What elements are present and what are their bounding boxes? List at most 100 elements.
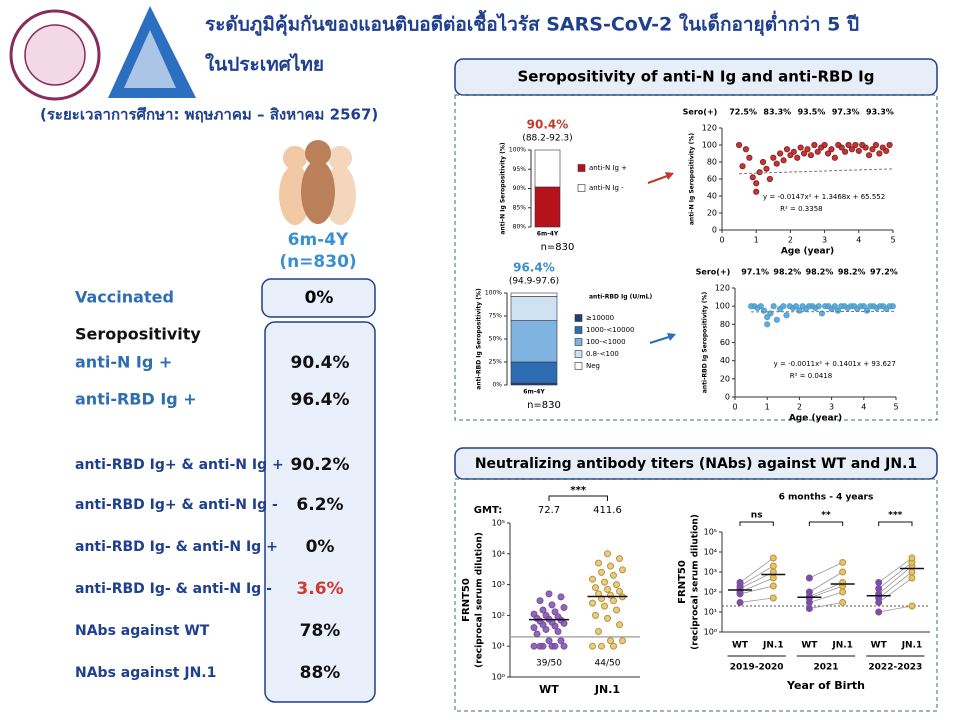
data-point — [601, 578, 608, 586]
panel-title: Neutralizing antibody titers (NAbs) agai… — [475, 456, 917, 472]
data-point — [839, 568, 847, 576]
y-axis-label: FRNT50 — [461, 578, 472, 622]
vaccinated-value: 0% — [305, 288, 334, 308]
fit-label: y = -0.0011x² + 0.1401x + 93.627 — [774, 360, 896, 368]
data-point — [869, 146, 876, 153]
y-tick-label: 100 — [715, 302, 730, 311]
sero-value: 97.1% — [741, 268, 769, 277]
x-tick-label: WT — [732, 641, 749, 651]
logo-triangle-inner — [124, 30, 176, 88]
data-point — [814, 148, 821, 155]
data-point — [815, 303, 822, 310]
data-point — [595, 559, 602, 567]
data-point — [831, 154, 838, 161]
data-point — [616, 555, 623, 563]
row-label: anti-RBD Ig+ & anti-N Ig - — [75, 497, 278, 513]
legend-swatch — [574, 362, 583, 370]
y-tick-label: 80 — [720, 320, 730, 329]
significance-bracket — [808, 521, 844, 526]
data-point — [875, 608, 883, 616]
x-tick-label: 3 — [829, 403, 834, 412]
y-tick-label: 10⁰ — [492, 673, 505, 682]
data-point — [736, 578, 744, 586]
row-label: NAbs against WT — [75, 623, 210, 639]
r2-label: R² = 0.3358 — [780, 205, 822, 213]
data-point — [764, 321, 771, 328]
pair-line — [878, 565, 913, 595]
arrow — [647, 172, 676, 344]
data-point — [536, 642, 544, 650]
x-tick-label: JN.1 — [762, 641, 784, 651]
legend-swatch — [577, 184, 586, 192]
fit-curve — [739, 168, 894, 175]
pair-line — [809, 585, 843, 599]
data-point — [598, 642, 605, 650]
data-point — [736, 598, 744, 606]
data-point — [770, 303, 777, 310]
group-label: 6m-4Y — [288, 230, 349, 250]
y-tick-label: 100 — [702, 141, 717, 150]
data-point — [862, 144, 869, 151]
child-body — [301, 160, 335, 224]
data-point — [619, 637, 626, 645]
chart-title: 90.4% — [527, 118, 569, 132]
x-tick-label: JN.1 — [594, 683, 620, 696]
sero-value: 97.2% — [870, 268, 898, 277]
title-line1: ระดับภูมิคุ้มกันของแอนติบอดีต่อเชื้อไวรั… — [205, 10, 859, 37]
data-point — [530, 610, 538, 618]
data-point — [800, 150, 808, 157]
significance: *** — [888, 511, 902, 521]
data-point — [542, 611, 550, 619]
x-tick-label: WT — [801, 641, 818, 651]
sero-value: 93.3% — [866, 108, 894, 117]
y-tick-label: 85% — [513, 204, 527, 211]
chart-subtitle: (88.2-92.3) — [522, 134, 572, 144]
data-point — [780, 157, 787, 164]
data-point — [616, 587, 623, 595]
data-point — [839, 558, 847, 566]
legend-swatch — [577, 164, 586, 172]
data-point — [839, 598, 847, 606]
y-axis-label: anti-RBD Ig Seropositivity (%) — [702, 292, 709, 394]
x-axis-label: Year of Birth — [786, 679, 865, 692]
data-point — [780, 303, 787, 310]
sero-label: Sero(+) — [696, 268, 731, 277]
y-tick-label: 60 — [707, 175, 717, 184]
data-point — [855, 147, 862, 155]
legend-label: ≥10000 — [586, 314, 614, 322]
y-axis-label: FRNT50 — [677, 560, 688, 604]
data-point — [908, 554, 916, 562]
data-point — [783, 146, 791, 153]
sero-value: 93.5% — [798, 108, 826, 117]
y-tick-label: 75% — [489, 313, 503, 320]
y-tick-label: 0% — [492, 382, 502, 389]
y-tick-label: 90% — [513, 185, 527, 192]
sero-value: 98.2% — [806, 268, 834, 277]
legend-label: anti-N Ig - — [589, 184, 624, 192]
data-point — [839, 588, 847, 596]
fit-label: y = -0.0147x² + 1.3468x + 65.552 — [763, 193, 885, 201]
data-point — [760, 307, 768, 314]
x-tick-label: 6m-4Y — [523, 389, 545, 396]
data-point — [607, 637, 614, 645]
pair-line — [739, 557, 774, 583]
data-point — [551, 608, 559, 616]
y-axis-label: (reciprocal serum dilution) — [691, 514, 701, 650]
y-tick-label: 10⁰ — [704, 628, 717, 637]
legend-title: anti-RBD Ig (U/mL) — [589, 294, 652, 301]
data-point — [757, 303, 764, 310]
data-point — [875, 584, 883, 592]
data-point — [876, 150, 883, 157]
gmt-label: GMT: — [474, 505, 502, 516]
data-point — [598, 568, 605, 576]
data-point — [756, 169, 763, 176]
x-tick-label: 1 — [754, 236, 759, 245]
row-value: 78% — [300, 621, 341, 641]
y-tick-label: 10⁵ — [704, 528, 717, 537]
legend-label: 1000-<10000 — [586, 326, 634, 334]
x-tick-label: WT — [871, 641, 888, 651]
data-point — [589, 599, 596, 607]
data-point — [863, 307, 871, 314]
x-tick-label: 5 — [890, 236, 895, 245]
